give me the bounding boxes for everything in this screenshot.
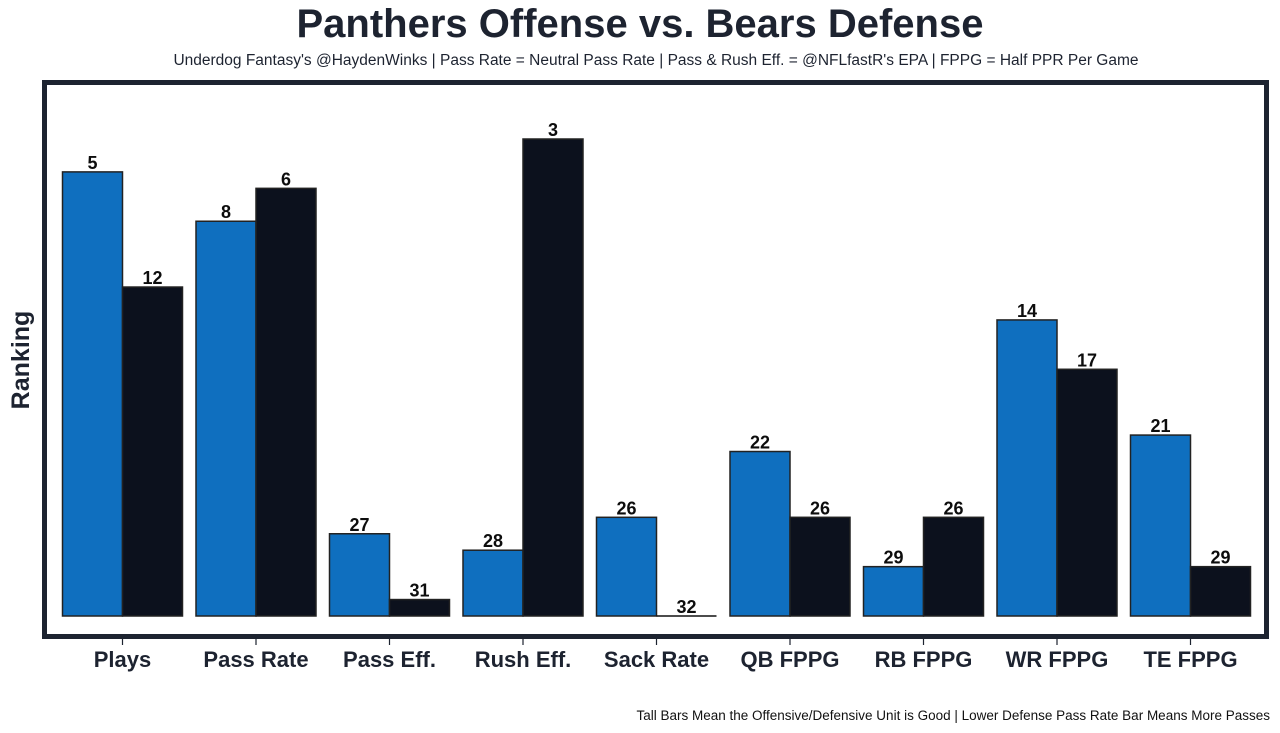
chart-subtitle: Underdog Fantasy's @HaydenWinks | Pass R… xyxy=(173,52,1139,69)
bar-defense-rb-fppg xyxy=(922,516,985,617)
x-tick-label: TE FPPG xyxy=(1143,647,1237,672)
bar-offense-pass-rate xyxy=(195,220,257,617)
bar-value-label: 22 xyxy=(750,433,770,453)
bar-value-label: 26 xyxy=(810,498,830,518)
bar-offense-te-fppg xyxy=(1129,434,1192,617)
bar-value-label: 29 xyxy=(883,548,903,568)
y-axis-label: Ranking xyxy=(7,311,35,410)
x-ticks-layer xyxy=(121,639,1192,645)
bar-offense-plays xyxy=(61,171,124,617)
x-tick-label: Rush Eff. xyxy=(475,647,572,672)
bar-offense-wr-fppg xyxy=(996,319,1058,617)
bar-value-label: 3 xyxy=(548,120,558,140)
bar-value-label: 27 xyxy=(349,515,369,535)
x-tick-label: Pass Rate xyxy=(203,647,308,672)
bar-defense-wr-fppg xyxy=(1056,368,1118,617)
bar-offense-rb-fppg xyxy=(862,565,925,617)
x-tick-labels-layer: Plays Pass Rate Pass Eff. Rush Eff. Sack Rat… xyxy=(94,647,1238,672)
bar-value-label: 21 xyxy=(1150,416,1170,436)
bar-defense-rush-eff xyxy=(522,138,584,617)
bars-layer xyxy=(61,138,1252,617)
x-tick-label: Sack Rate xyxy=(604,647,709,672)
bar-value-label: 32 xyxy=(676,597,696,617)
bar-defense-plays xyxy=(121,286,184,617)
bar-value-label: 5 xyxy=(87,153,97,173)
bar-defense-te-fppg xyxy=(1189,565,1252,617)
bar-value-label: 6 xyxy=(281,169,291,189)
bar-value-label: 31 xyxy=(409,581,429,601)
plot-frame xyxy=(42,80,1269,639)
chart-footnote: Tall Bars Mean the Offensive/Defensive U… xyxy=(636,708,1270,723)
bar-offense-rush-eff xyxy=(462,549,524,617)
x-tick-label: Pass Eff. xyxy=(343,647,436,672)
x-tick-label: WR FPPG xyxy=(1006,647,1109,672)
bar-defense-pass-rate xyxy=(255,187,317,617)
bar-value-label: 8 xyxy=(221,202,231,222)
bar-value-label: 12 xyxy=(142,268,162,288)
bar-offense-qb-fppg xyxy=(729,450,791,617)
bar-value-label: 17 xyxy=(1077,350,1097,370)
chart-title: Panthers Offense vs. Bears Defense xyxy=(296,2,984,46)
x-tick-label: RB FPPG xyxy=(875,647,973,672)
bar-value-label: 14 xyxy=(1017,301,1037,321)
bar-defense-qb-fppg xyxy=(789,516,851,617)
bar-value-label: 26 xyxy=(616,498,636,518)
bar-value-label: 26 xyxy=(943,498,963,518)
x-tick-label: Plays xyxy=(94,647,152,672)
bar-value-label: 28 xyxy=(483,531,503,551)
bar-offense-pass-eff xyxy=(328,533,391,617)
bar-value-label: 29 xyxy=(1210,548,1230,568)
bar-defense-pass-eff xyxy=(388,598,451,617)
x-tick-label: QB FPPG xyxy=(740,647,839,672)
bar-offense-sack-rate xyxy=(595,516,658,617)
bar-labels-layer: 5 12 8 6 27 31 28 3 26 32 22 26 29 26 14 17 21 29 xyxy=(87,120,1230,617)
